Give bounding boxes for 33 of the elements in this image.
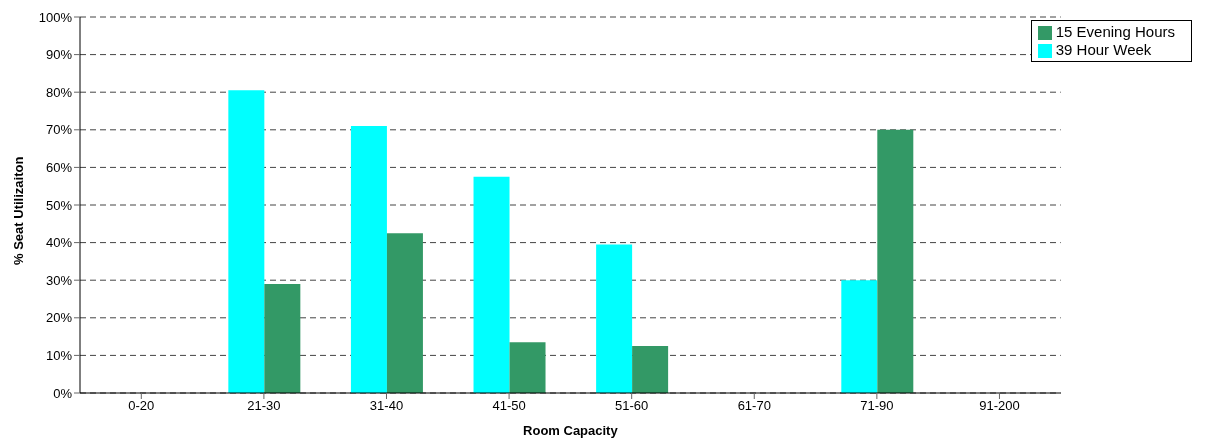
x-tick-label: 0-20 bbox=[128, 398, 155, 414]
bar bbox=[632, 346, 669, 393]
bar bbox=[841, 280, 878, 393]
y-tick-label: 70% bbox=[45, 122, 73, 138]
x-tick-label: 21-30 bbox=[247, 398, 281, 414]
legend-label: 15 Evening Hours bbox=[1055, 23, 1175, 40]
bar bbox=[509, 342, 546, 393]
y-tick-label: 90% bbox=[45, 47, 73, 63]
y-tick-label: 100% bbox=[38, 9, 73, 25]
x-tick-label: 71-90 bbox=[860, 398, 894, 414]
x-tick-label: 31-40 bbox=[369, 398, 404, 414]
bar bbox=[877, 129, 914, 393]
bar bbox=[350, 126, 387, 393]
bar bbox=[264, 283, 301, 393]
y-tick-label: 40% bbox=[45, 235, 73, 251]
bar bbox=[596, 244, 633, 393]
bar bbox=[228, 90, 265, 393]
x-axis-title: Room Capacity bbox=[523, 423, 619, 438]
legend-label: 39 Hour Week bbox=[1055, 41, 1152, 58]
y-tick-label: 60% bbox=[45, 160, 73, 176]
y-tick-label: 0% bbox=[53, 385, 73, 401]
x-tick-label: 41-50 bbox=[492, 398, 526, 414]
y-tick-label: 20% bbox=[45, 310, 73, 326]
bar bbox=[473, 176, 510, 393]
y-tick-label: 30% bbox=[45, 272, 73, 288]
y-tick-label: 50% bbox=[45, 197, 73, 213]
y-tick-label: 10% bbox=[45, 348, 73, 364]
y-axis-title: % Seat Utilizaiton bbox=[10, 156, 26, 265]
y-tick-label: 80% bbox=[45, 84, 73, 100]
x-tick-label: 51-60 bbox=[615, 398, 649, 414]
x-tick-label: 91-200 bbox=[979, 398, 1020, 414]
bar bbox=[386, 233, 423, 393]
x-tick-label: 61-70 bbox=[737, 398, 771, 414]
